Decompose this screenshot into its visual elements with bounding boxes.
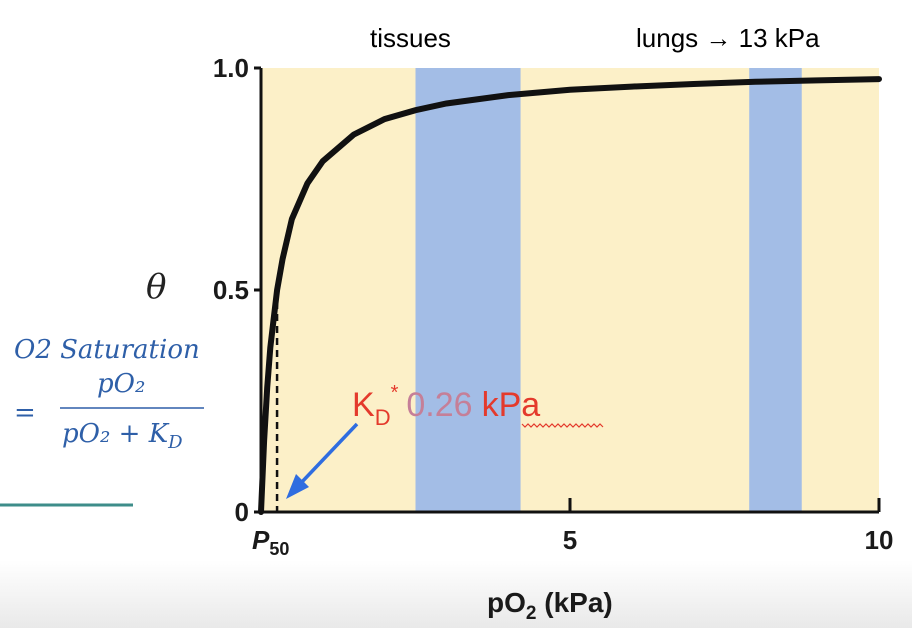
series-line-saturation bbox=[258, 76, 882, 515]
region-label-lungs: lungs → 13 kPa bbox=[636, 23, 820, 53]
kd-annotation: KD* 0.26 kPa bbox=[352, 382, 540, 430]
formula-denominator: pO₂ + KD bbox=[62, 419, 183, 453]
formula-label: O2 Saturation bbox=[14, 335, 200, 365]
y-tick-label-0: 0 bbox=[235, 497, 249, 527]
y-tick-label-1: 0.5 bbox=[213, 275, 249, 305]
spellcheck-underline bbox=[521, 423, 604, 428]
region-label-tissues: tissues bbox=[370, 23, 451, 53]
kd-arrow-head bbox=[286, 474, 309, 499]
kd-arrow-shaft bbox=[298, 422, 359, 486]
x-tick-label-2: 10 bbox=[865, 525, 894, 555]
y-tick-label-2: 1.0 bbox=[213, 53, 249, 83]
formula-numerator: pO₂ bbox=[97, 369, 145, 399]
x-tick-label-1: 5 bbox=[563, 525, 577, 555]
region-band-0 bbox=[415, 68, 521, 512]
formula-equals: = bbox=[14, 398, 36, 428]
bottom-fade bbox=[0, 560, 912, 628]
x-axis-label: pO2 (kPa) bbox=[487, 587, 613, 624]
x-tick-label-0: P50 bbox=[252, 525, 289, 559]
region-band-1 bbox=[749, 68, 802, 512]
y-axis-label: θ bbox=[146, 267, 166, 307]
regions-layer bbox=[415, 68, 802, 512]
